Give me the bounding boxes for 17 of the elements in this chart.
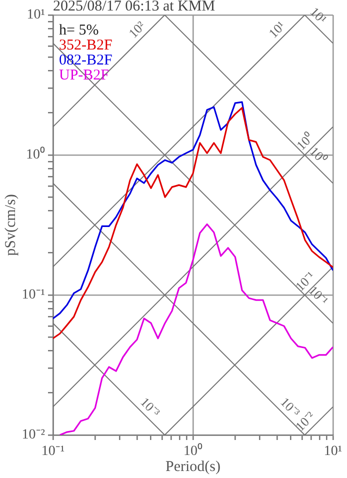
- text: 10¹: [307, 4, 330, 27]
- text: 10⁻³: [138, 394, 164, 420]
- y-tick-label: 10⁰: [26, 146, 45, 163]
- chart-title: 2025/08/17 06:13 at KMM: [53, 0, 216, 14]
- y-tick-label: 10⁻¹: [22, 288, 45, 303]
- text: 10²: [125, 18, 148, 41]
- y-axis-title: pSv(cm/s): [2, 194, 19, 256]
- x-axis-title: Period(s): [166, 458, 220, 475]
- y-tick-label: 10¹: [26, 8, 45, 23]
- text: 352-B2F: [59, 37, 112, 54]
- text: 10⁰: [306, 144, 330, 167]
- x-tick-label: 10⁰: [184, 443, 202, 460]
- legend-title: h= 5%: [59, 22, 99, 38]
- text: 10¹: [265, 18, 288, 41]
- x-tick-label: 10⁻¹: [41, 444, 65, 460]
- y-tick-label: 10⁻²: [22, 428, 45, 443]
- x-tick-label: 10¹: [324, 444, 342, 460]
